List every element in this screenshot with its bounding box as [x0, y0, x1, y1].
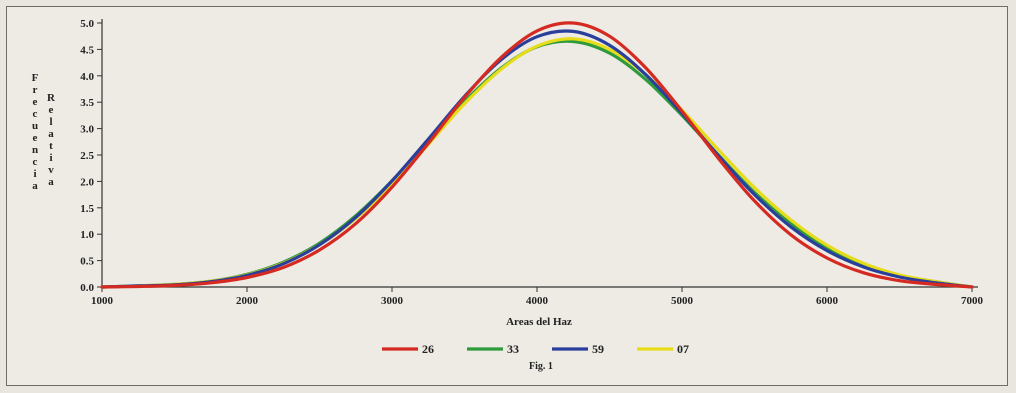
figure-caption: Fig. 1: [529, 361, 553, 372]
y-tick-label: 2.5: [80, 150, 94, 162]
y-tick-label: 2.0: [80, 176, 94, 188]
y-tick-label: 1.0: [80, 229, 94, 241]
x-axis-title: Areas del Haz: [506, 316, 572, 328]
axes-layer: 0.0 0.5 1.0 1.5 2.0 2.5 3.0 3.5 4.0 4.5 5.0 1000 200…: [80, 18, 983, 307]
x-tick-label: 4000: [526, 295, 549, 307]
legend-label-33: 33: [507, 342, 519, 356]
series-line-33: [100, 39, 974, 289]
series-layer: [100, 21, 974, 289]
chart-svg: 0.0 0.5 1.0 1.5 2.0 2.5 3.0 3.5 4.0 4.5 5.0 1000 200…: [32, 18, 984, 372]
x-tick-label: 6000: [816, 295, 839, 307]
y-tick-label: 4.5: [80, 44, 94, 56]
series-line-07: [100, 37, 974, 289]
x-tick-label: 5000: [671, 295, 694, 307]
y-tick-label: 0.5: [80, 256, 94, 268]
y-tick-label: 3.5: [80, 97, 94, 109]
legend-label-26: 26: [422, 342, 434, 356]
legend-label-59: 59: [592, 342, 604, 356]
y-tick-label: 1.5: [80, 203, 94, 215]
x-tick-label: 2000: [236, 295, 259, 307]
y-tick-label: 5.0: [80, 18, 94, 30]
legend-label-07: 07: [677, 342, 689, 356]
y-tick-label: 3.0: [80, 124, 94, 136]
x-tick-label: 1000: [91, 295, 114, 307]
y-tick-label: 4.0: [80, 71, 94, 83]
chart-frame: 0.0 0.5 1.0 1.5 2.0 2.5 3.0 3.5 4.0 4.5 5.0 1000 200…: [6, 6, 1008, 386]
x-tick-label: 7000: [961, 295, 984, 307]
legend: 26 33 59 07: [382, 342, 689, 356]
series-line-59: [100, 29, 974, 289]
series-line-26: [100, 21, 974, 289]
y-tick-label: 0.0: [80, 282, 94, 294]
x-tick-label: 3000: [381, 295, 404, 307]
